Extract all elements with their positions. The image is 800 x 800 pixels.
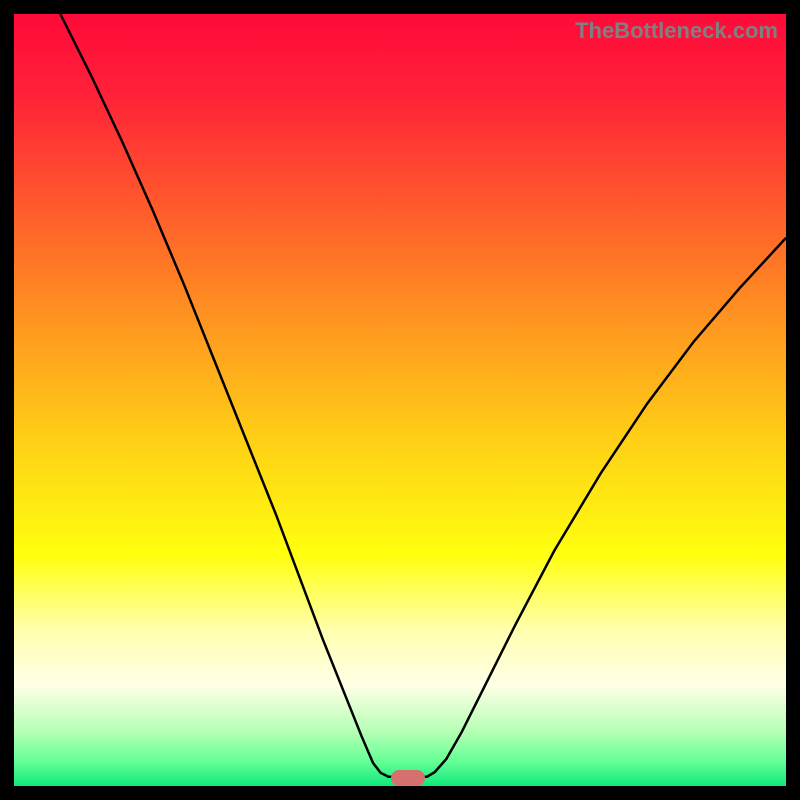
bottleneck-curve [14, 14, 786, 786]
plot-area: TheBottleneck.com [14, 14, 786, 786]
chart-frame: TheBottleneck.com [0, 0, 800, 800]
watermark-text: TheBottleneck.com [575, 18, 778, 44]
optimal-point-marker [391, 770, 425, 786]
